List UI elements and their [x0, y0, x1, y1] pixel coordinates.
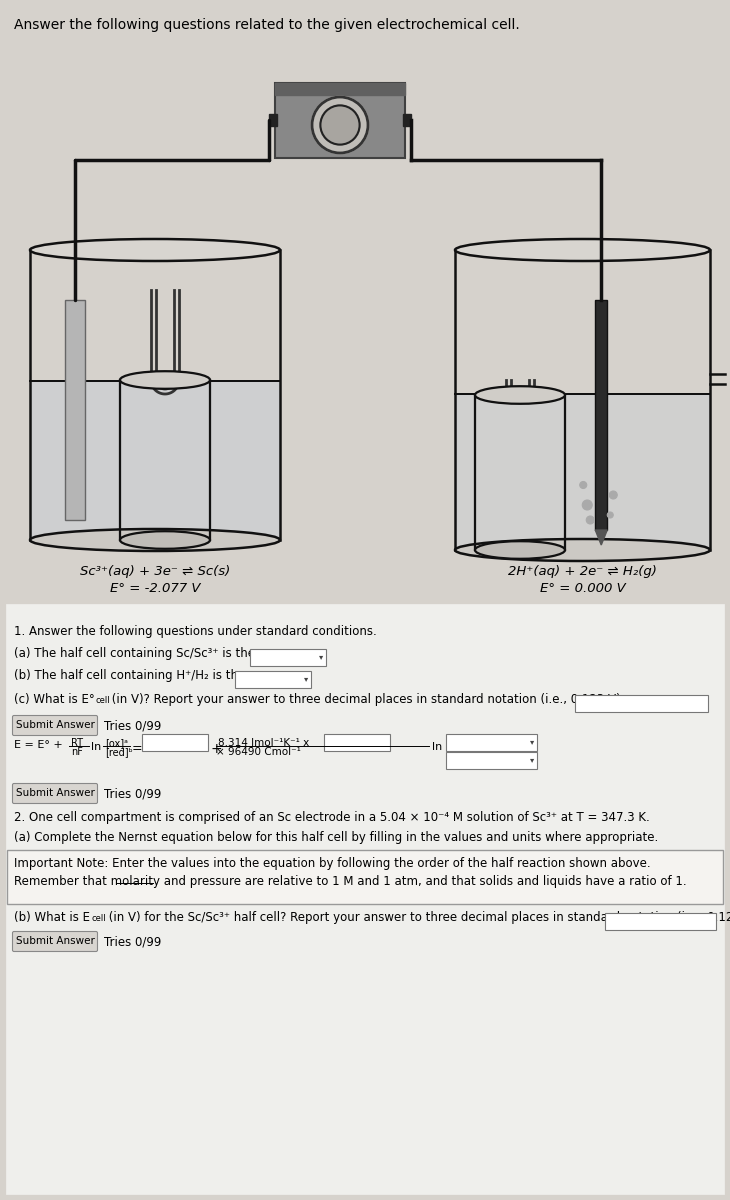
Text: Important Note: Enter the values into the equation by following the order of the: Important Note: Enter the values into th…	[14, 857, 650, 870]
Bar	[269, 114, 277, 126]
Ellipse shape	[475, 386, 565, 403]
Text: Tries 0/99: Tries 0/99	[104, 787, 161, 800]
Bar	[275, 83, 405, 95]
Text: 2. One cell compartment is comprised of an Sc electrode in a 5.04 × 10⁻⁴ M solut: 2. One cell compartment is comprised of …	[14, 811, 650, 824]
Text: cell: cell	[95, 696, 110, 704]
Text: E° = -2.077 V: E° = -2.077 V	[110, 582, 200, 595]
Text: ▾: ▾	[304, 674, 308, 684]
Circle shape	[320, 106, 360, 144]
Text: (b) The half cell containing H⁺/H₂ is the: (b) The half cell containing H⁺/H₂ is th…	[14, 670, 245, 682]
Text: ln: ln	[91, 742, 101, 752]
Text: 1. Answer the following questions under standard conditions.: 1. Answer the following questions under …	[14, 625, 377, 638]
Circle shape	[607, 512, 613, 518]
Text: Submit Answer: Submit Answer	[15, 936, 94, 947]
FancyBboxPatch shape	[323, 733, 390, 750]
Circle shape	[586, 516, 594, 524]
Text: (a) Complete the Nernst equation below for this half cell by filling in the valu: (a) Complete the Nernst equation below f…	[14, 830, 658, 844]
Text: ▾: ▾	[319, 653, 323, 661]
Text: ▾: ▾	[530, 756, 534, 764]
Text: Submit Answer: Submit Answer	[15, 788, 94, 798]
Text: (c) What is E°: (c) What is E°	[14, 692, 95, 706]
Text: nF: nF	[71, 746, 83, 757]
Bar	[0, 605, 730, 1200]
Circle shape	[580, 481, 587, 488]
Circle shape	[312, 97, 368, 152]
Text: [ox]ᵃ: [ox]ᵃ	[105, 738, 128, 748]
Bar	[403, 114, 411, 126]
FancyBboxPatch shape	[12, 784, 98, 804]
FancyBboxPatch shape	[142, 733, 207, 750]
Text: Remember that molarity and pressure are relative to 1 M and 1 atm, and that soli: Remember that molarity and pressure are …	[14, 875, 687, 888]
Ellipse shape	[30, 239, 280, 260]
Text: 8.314 Jmol⁻¹K⁻¹ x: 8.314 Jmol⁻¹K⁻¹ x	[218, 738, 310, 748]
Text: +: +	[210, 742, 222, 756]
FancyBboxPatch shape	[275, 83, 405, 157]
Text: RT: RT	[71, 738, 83, 748]
FancyBboxPatch shape	[234, 671, 310, 688]
Circle shape	[583, 500, 592, 510]
Ellipse shape	[455, 539, 710, 560]
Bar	[65, 300, 85, 520]
Text: cell: cell	[92, 914, 107, 923]
Ellipse shape	[475, 541, 565, 559]
FancyBboxPatch shape	[250, 648, 326, 666]
Text: [red]ᵇ: [red]ᵇ	[105, 746, 133, 757]
Text: (in V) for the Sc/Sc³⁺ half cell? Report your answer to three decimal places in : (in V) for the Sc/Sc³⁺ half cell? Report…	[105, 911, 730, 924]
Ellipse shape	[120, 532, 210, 548]
Bar	[475, 395, 565, 550]
Ellipse shape	[455, 239, 710, 260]
FancyBboxPatch shape	[604, 912, 715, 930]
Ellipse shape	[120, 371, 210, 389]
Bar	[0, 0, 730, 600]
FancyBboxPatch shape	[12, 931, 98, 952]
Ellipse shape	[30, 529, 280, 551]
Text: × 96490 Cmol⁻¹: × 96490 Cmol⁻¹	[216, 746, 301, 757]
Bar	[31, 382, 279, 539]
Circle shape	[610, 491, 618, 499]
Text: (b) What is E: (b) What is E	[14, 911, 90, 924]
Text: =: =	[132, 742, 142, 755]
Bar	[456, 395, 709, 550]
FancyBboxPatch shape	[445, 733, 537, 750]
Bar	[120, 380, 210, 540]
Text: Submit Answer: Submit Answer	[15, 720, 94, 731]
Text: E = E° +: E = E° +	[14, 740, 63, 750]
Text: Answer the following questions related to the given electrochemical cell.: Answer the following questions related t…	[14, 18, 520, 32]
FancyBboxPatch shape	[12, 715, 98, 736]
Text: (a) The half cell containing Sc/Sc³⁺ is the: (a) The half cell containing Sc/Sc³⁺ is …	[14, 647, 255, 660]
Text: Tries 0/99: Tries 0/99	[104, 720, 161, 732]
Bar	[6, 604, 724, 1194]
Polygon shape	[595, 530, 607, 545]
Text: E° = 0.000 V: E° = 0.000 V	[539, 582, 626, 595]
Text: Sc³⁺(aq) + 3e⁻ ⇌ Sc(s): Sc³⁺(aq) + 3e⁻ ⇌ Sc(s)	[80, 565, 230, 578]
Bar	[595, 300, 607, 530]
Bar	[455, 250, 710, 550]
Text: (in V)? Report your answer to three decimal places in standard notation (i.e., 0: (in V)? Report your answer to three deci…	[108, 692, 624, 706]
FancyBboxPatch shape	[445, 751, 537, 768]
FancyBboxPatch shape	[7, 850, 723, 904]
Text: Tries 0/99: Tries 0/99	[104, 936, 161, 948]
Text: 2H⁺(aq) + 2e⁻ ⇌ H₂(g): 2H⁺(aq) + 2e⁻ ⇌ H₂(g)	[508, 565, 657, 578]
FancyBboxPatch shape	[575, 695, 707, 712]
Text: ▾: ▾	[530, 738, 534, 746]
Text: ln: ln	[432, 742, 442, 752]
Bar	[30, 250, 280, 540]
